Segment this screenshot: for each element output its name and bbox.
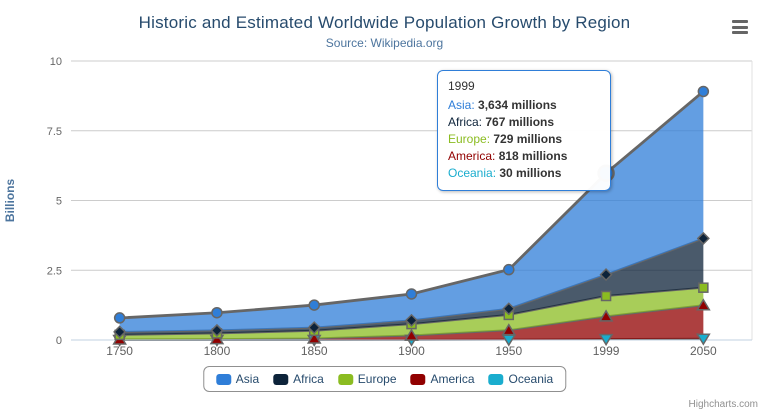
data-point-marker-america[interactable] bbox=[306, 331, 322, 344]
data-point-marker-asia[interactable] bbox=[113, 312, 126, 324]
tooltip-row-europe: Europe: 729 millions bbox=[448, 132, 563, 146]
series-areas bbox=[118, 90, 705, 341]
data-point-marker-africa[interactable] bbox=[502, 302, 516, 316]
legend-item-africa[interactable]: Africa bbox=[273, 372, 324, 386]
x-axis-label: 1950 bbox=[495, 344, 522, 358]
data-point-marker-africa[interactable] bbox=[599, 268, 613, 282]
data-point-marker-asia[interactable] bbox=[697, 85, 710, 98]
y-axis-label: 10 bbox=[50, 56, 62, 68]
data-point-marker-america[interactable] bbox=[501, 323, 517, 336]
data-point-marker-america[interactable] bbox=[696, 298, 711, 311]
y-axis-title: Billions bbox=[3, 179, 17, 223]
legend-item-america[interactable]: America bbox=[410, 372, 475, 386]
chart-subtitle: Source: Wikipedia.org bbox=[325, 36, 444, 50]
legend-swatch bbox=[488, 373, 504, 385]
legend-swatch bbox=[273, 373, 289, 385]
data-point-marker-asia[interactable] bbox=[405, 288, 418, 300]
data-point-marker-africa[interactable] bbox=[210, 323, 224, 337]
data-point-marker-asia[interactable] bbox=[308, 299, 320, 311]
legend-swatch bbox=[215, 373, 231, 385]
data-point-marker-africa[interactable] bbox=[113, 325, 127, 339]
tooltip-header: 1999 bbox=[448, 79, 475, 93]
data-point-marker-africa[interactable] bbox=[307, 321, 321, 335]
data-point-marker-europe[interactable] bbox=[600, 290, 612, 302]
y-axis-label: 2.5 bbox=[47, 265, 62, 277]
x-axis-label: 2050 bbox=[690, 344, 717, 358]
legend-swatch bbox=[337, 373, 353, 385]
hamburger-icon bbox=[732, 31, 748, 34]
tooltip-row-asia: Asia: 3,634 millions bbox=[448, 98, 557, 112]
tooltip-row-america: America: 818 millions bbox=[448, 149, 568, 163]
data-point-marker-america[interactable] bbox=[404, 328, 419, 341]
x-axis-label: 1800 bbox=[204, 344, 231, 358]
area-america[interactable] bbox=[119, 305, 704, 340]
data-point-marker-africa[interactable] bbox=[404, 313, 419, 327]
x-axis-label: 1850 bbox=[301, 344, 328, 358]
data-point-marker-asia[interactable] bbox=[503, 263, 515, 276]
area-asia[interactable] bbox=[119, 91, 704, 332]
data-point-marker-oceania[interactable] bbox=[598, 333, 614, 347]
credits-link[interactable]: Highcharts.com bbox=[688, 399, 758, 410]
data-point-marker-america[interactable] bbox=[598, 309, 614, 322]
data-point-marker-europe[interactable] bbox=[698, 282, 709, 293]
y-axis-label: 5 bbox=[56, 196, 62, 208]
tooltip-row-africa: Africa: 767 millions bbox=[448, 115, 555, 129]
data-point-marker-oceania[interactable] bbox=[696, 333, 711, 346]
context-menu-button[interactable] bbox=[732, 20, 748, 34]
x-axis-label: 1900 bbox=[398, 344, 425, 358]
hamburger-icon bbox=[732, 20, 748, 23]
legend: Asia Africa Europe America Oceania bbox=[202, 366, 567, 392]
data-point-marker-africa[interactable] bbox=[696, 231, 710, 245]
legend-item-asia[interactable]: Asia bbox=[215, 372, 259, 386]
area-africa[interactable] bbox=[119, 238, 704, 335]
legend-item-oceania[interactable]: Oceania bbox=[488, 372, 553, 386]
legend-item-europe[interactable]: Europe bbox=[337, 372, 397, 386]
legend-swatch bbox=[410, 373, 426, 385]
hamburger-icon bbox=[732, 25, 748, 29]
y-axis-label: 7.5 bbox=[47, 126, 62, 138]
y-axis-label: 0 bbox=[56, 335, 62, 347]
x-axis-label: 1750 bbox=[106, 344, 133, 358]
series-markers bbox=[112, 85, 711, 347]
tooltip: 1999 Asia: 3,634 millions Africa: 767 mi… bbox=[437, 70, 611, 191]
tooltip-row-oceania: Oceania: 30 millions bbox=[448, 166, 562, 180]
x-axis-label: 1999 bbox=[593, 344, 620, 358]
data-point-marker-asia[interactable] bbox=[211, 306, 223, 319]
chart-title: Historic and Estimated Worldwide Populat… bbox=[138, 13, 631, 32]
